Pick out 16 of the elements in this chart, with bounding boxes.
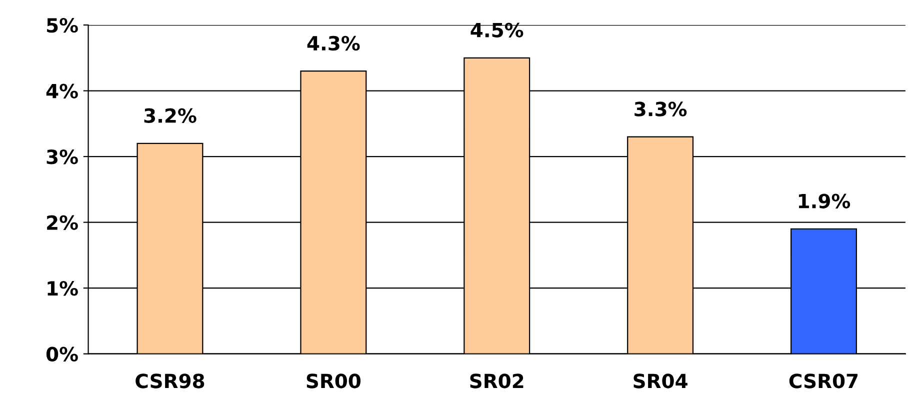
x-tick-label: CSR98 (136, 374, 204, 388)
data-label: 3.3% (634, 102, 687, 116)
x-tick-label: CSR07 (789, 374, 858, 388)
y-tick-label: 4% (46, 84, 78, 98)
y-tick-label: 0% (46, 346, 78, 362)
data-label: 1.9% (798, 194, 850, 208)
data-label: 3.2% (144, 108, 196, 123)
y-tick-label: 1% (48, 281, 78, 296)
y-tick-label: 3% (46, 149, 78, 164)
y-tick-label: 5% (47, 18, 78, 33)
x-tick-label: SR04 (634, 374, 688, 388)
x-tick-label: SR00 (306, 374, 361, 388)
x-tick-label: SR02 (470, 374, 524, 388)
data-label: 4.5% (470, 22, 524, 38)
y-tick-label: 2% (47, 215, 78, 230)
data-label: 4.3% (307, 36, 360, 51)
